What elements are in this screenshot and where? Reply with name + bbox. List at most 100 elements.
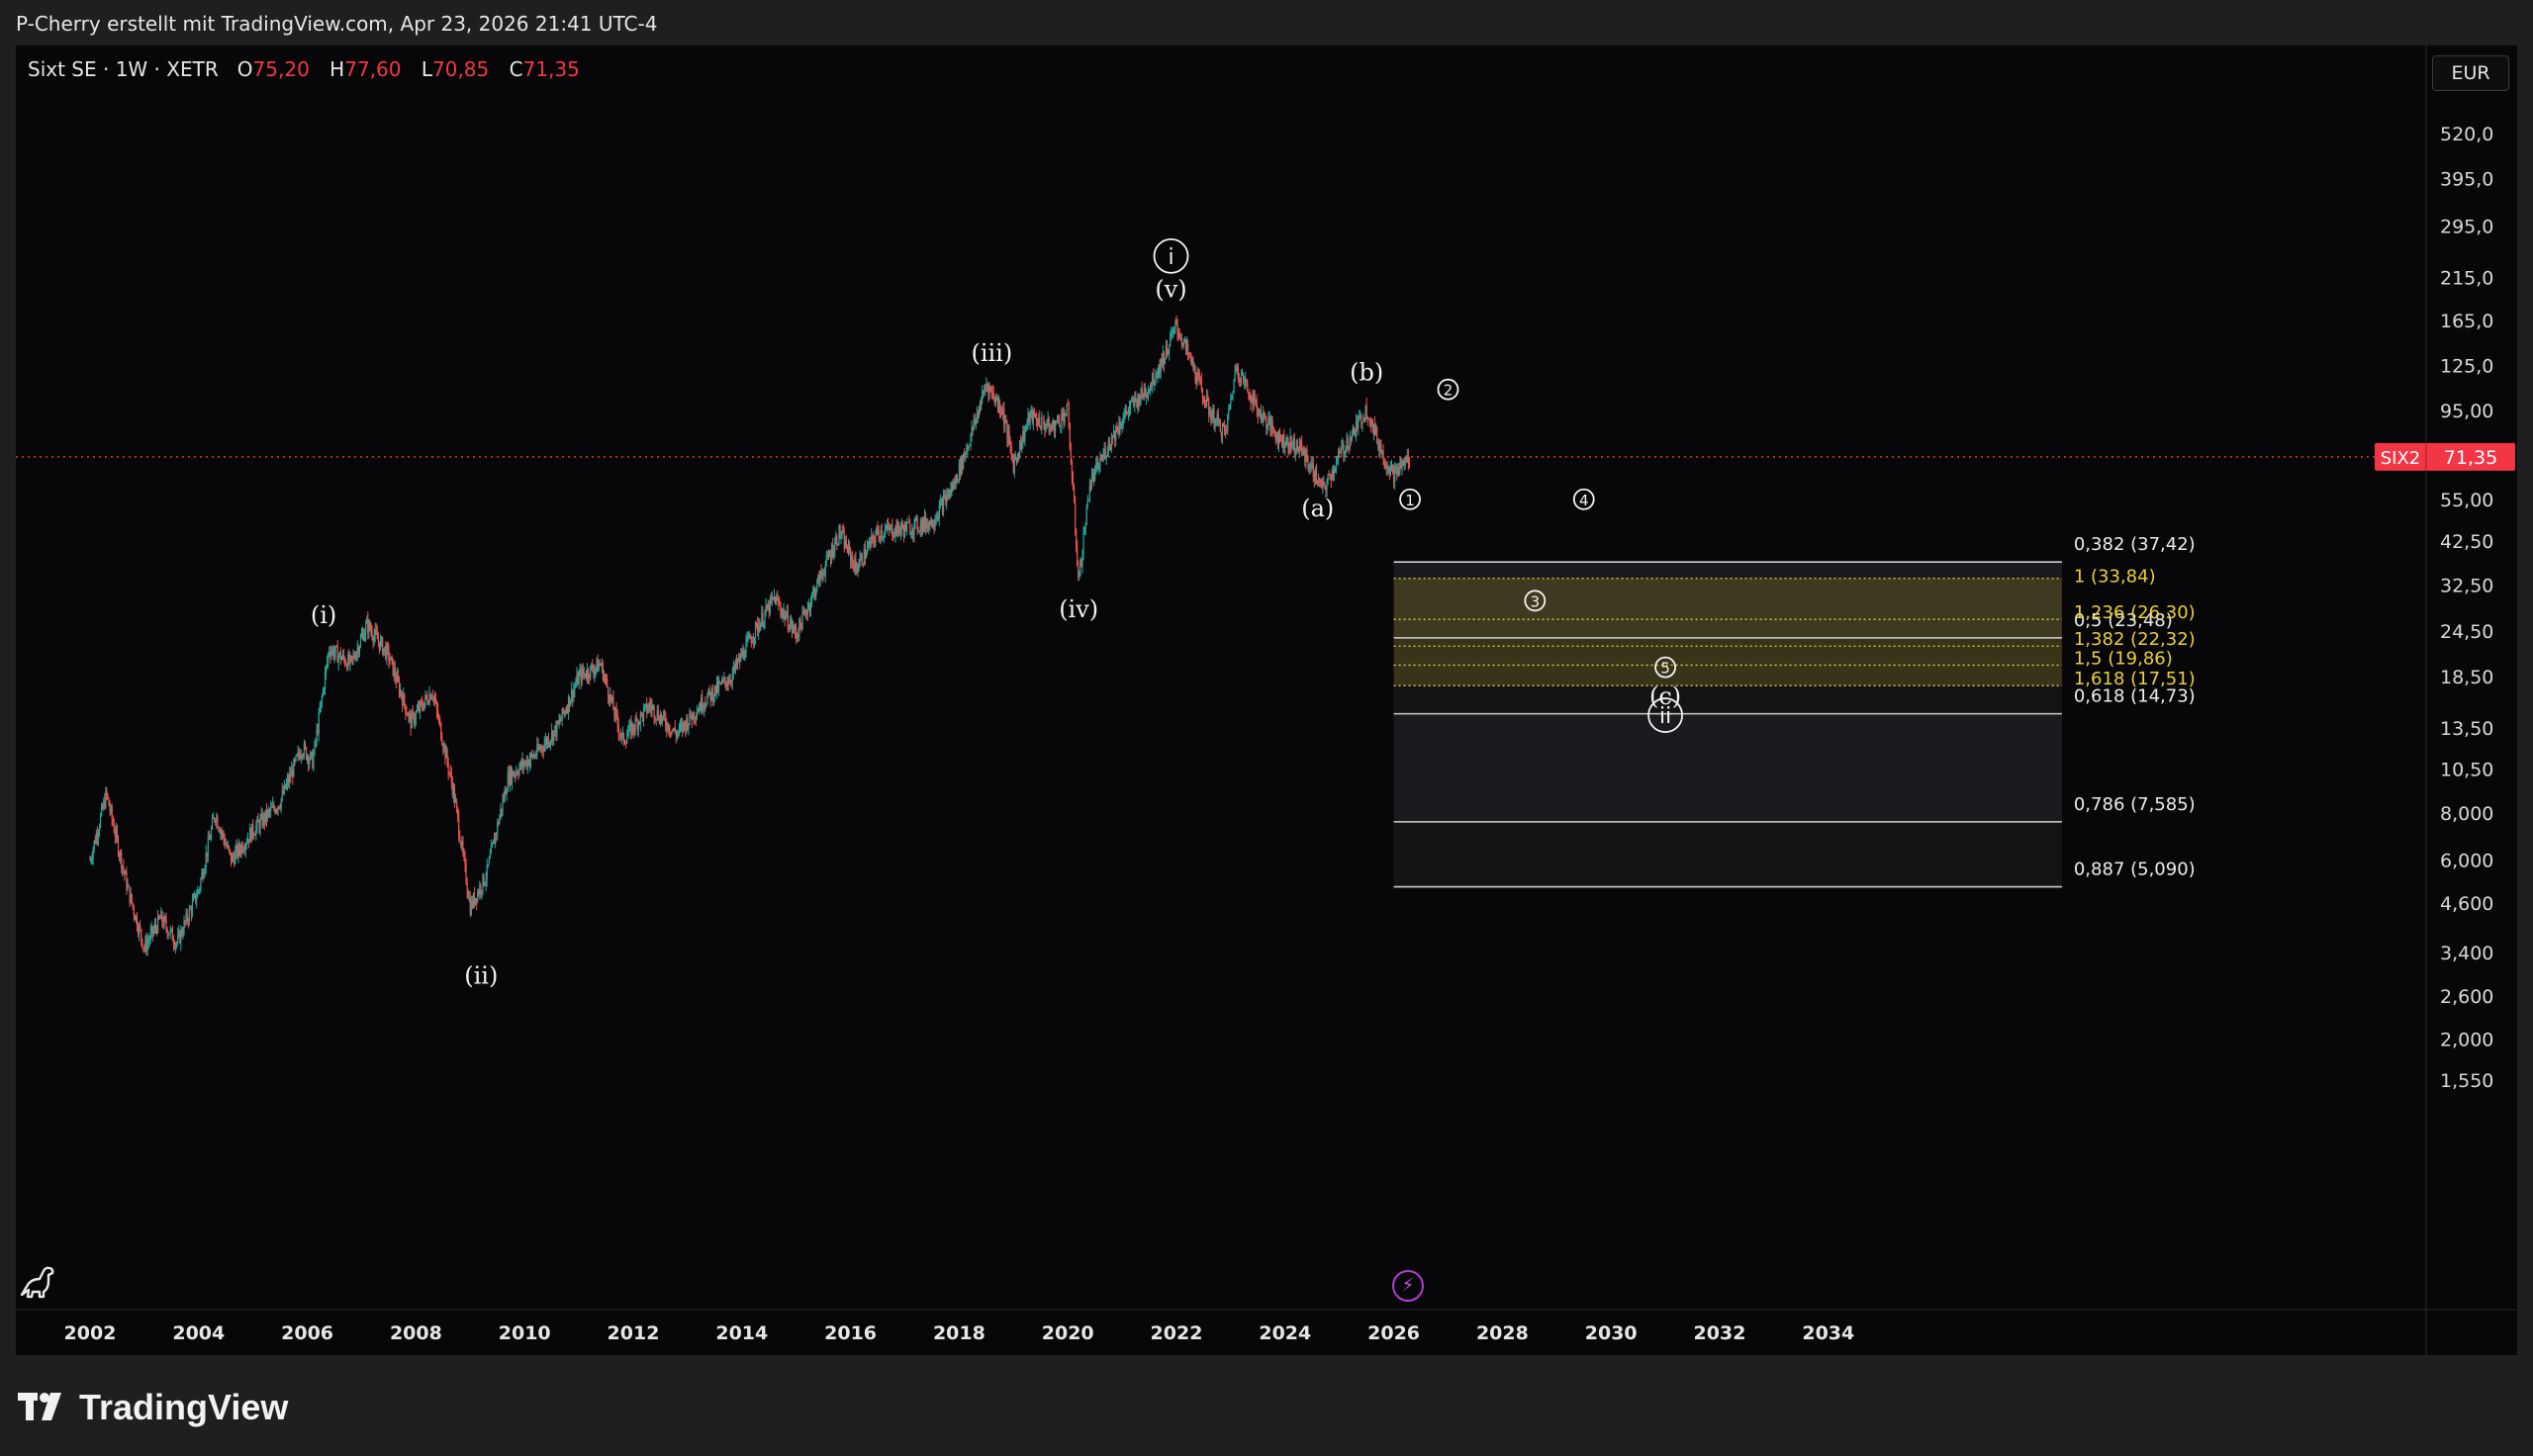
candle-body [292, 769, 294, 777]
candle-body [555, 725, 557, 736]
candle-body [1069, 426, 1071, 449]
candle-body [1383, 461, 1385, 464]
candle-body [395, 677, 397, 682]
candle-body [1124, 410, 1126, 415]
candle-body [1287, 437, 1289, 449]
candle-body [469, 897, 471, 915]
brand-name: TradingView [79, 1387, 289, 1427]
lightning-icon[interactable]: ⚡ [1392, 1270, 1424, 1302]
candle-body [1015, 458, 1018, 460]
chart-pane[interactable]: 1,550 2,000 2,600 3,400 4,600 6,000 8,000 10,50… [16, 46, 2517, 1355]
candle-body [648, 703, 650, 710]
candle-body [361, 632, 364, 636]
candle-body [941, 500, 944, 512]
candle-body [847, 544, 850, 553]
candle-body [473, 893, 476, 905]
candle-body [614, 708, 616, 717]
candle-body [732, 666, 734, 674]
candle-body [1171, 333, 1173, 336]
candle-body [145, 939, 147, 951]
candle-body [1386, 465, 1388, 469]
candle-body [360, 635, 363, 638]
candle-body [968, 446, 970, 448]
y-tick-label: 395,0 [2440, 168, 2493, 190]
candle-body [948, 489, 950, 499]
candle-body [182, 934, 184, 936]
candle-body [597, 659, 599, 672]
candle-body [893, 535, 895, 537]
candle-body [869, 540, 871, 545]
candle-body [851, 557, 853, 562]
candle-body [261, 813, 263, 826]
price-chart[interactable]: 1,550 2,000 2,600 3,400 4,600 6,000 8,000 10,50… [16, 46, 2517, 1355]
candle-body [1151, 384, 1153, 388]
candle-body [760, 622, 762, 631]
candle-body [788, 628, 790, 630]
candle-body [199, 887, 201, 891]
candle-body [542, 749, 544, 752]
candle-body [759, 625, 761, 631]
candle-body [518, 767, 520, 775]
candle-body [1313, 477, 1315, 482]
candle-body [1334, 468, 1337, 471]
candle-body [252, 823, 254, 836]
candle-body [492, 839, 495, 844]
candle-body [234, 857, 235, 864]
candle-body [997, 402, 1000, 406]
candle-body [236, 846, 238, 857]
candle-body [493, 839, 496, 845]
candle-body [750, 639, 752, 644]
candle-body [980, 402, 983, 410]
candle-body [105, 790, 107, 808]
candle-body [120, 852, 122, 857]
candle-body [1090, 475, 1093, 488]
candle-body [1343, 444, 1345, 455]
candle-body [93, 840, 95, 850]
y-tick-label: 10,50 [2440, 759, 2493, 780]
candle-body [665, 717, 667, 726]
candle-body [638, 721, 640, 724]
candle-body [785, 616, 787, 620]
candle-body [1098, 465, 1100, 470]
candle-body [407, 714, 409, 717]
candle-body [626, 736, 628, 744]
candle-body [572, 689, 574, 699]
candle-body [871, 535, 873, 546]
candle-body [346, 664, 348, 670]
candle-body [515, 774, 516, 775]
candle-body [274, 808, 276, 813]
candle-body [223, 832, 225, 840]
candle-body [264, 809, 266, 823]
candle-body [852, 557, 854, 563]
candle-body [433, 696, 436, 701]
candle-body [733, 666, 736, 670]
candle-body [1376, 427, 1378, 443]
candle-body [678, 725, 681, 732]
candle-body [1373, 423, 1376, 436]
candle-body [640, 712, 643, 714]
candle-body [900, 523, 902, 529]
tradingview-mark-icon [18, 1393, 61, 1420]
candle-body [598, 664, 600, 672]
candle-body [844, 539, 846, 549]
tradingview-logo[interactable]: TradingView [18, 1383, 288, 1432]
wave-label: (i) [311, 601, 336, 629]
candle-body [1062, 412, 1064, 414]
currency-button[interactable]: EUR [2432, 55, 2509, 91]
candle-body [1034, 416, 1037, 418]
candle-body [393, 667, 395, 676]
candle-body [446, 750, 448, 763]
candle-body [195, 893, 197, 902]
candle-body [295, 755, 297, 761]
candle-body [365, 623, 367, 634]
candle-body [1099, 459, 1101, 466]
candle-body [608, 686, 610, 697]
candle-body [932, 525, 934, 528]
candle-body [366, 618, 368, 624]
candle-body [880, 530, 882, 539]
y-tick-label: 1,550 [2440, 1070, 2493, 1092]
dinosaur-icon[interactable] [18, 1261, 57, 1305]
symbol-title[interactable]: Sixt SE · 1W · XETR [28, 57, 219, 81]
candle-body [1282, 434, 1284, 446]
candle-body [333, 653, 335, 658]
